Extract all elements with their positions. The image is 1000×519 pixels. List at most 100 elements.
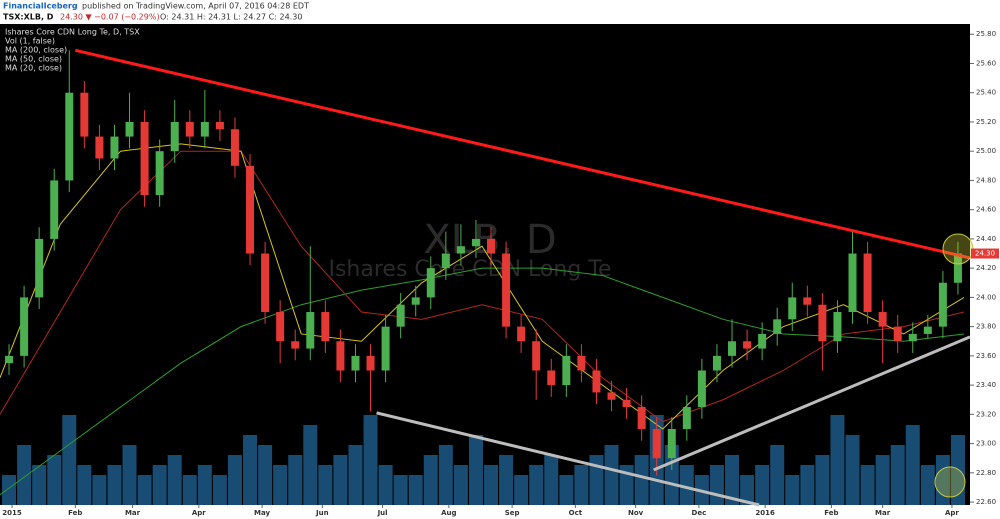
volume-bar: [499, 455, 514, 505]
candle-body: [848, 253, 857, 313]
candle-body: [456, 246, 465, 254]
highlight-circle: [942, 233, 974, 265]
volume-bar: [740, 475, 755, 505]
x-tick-label: Nov: [628, 509, 644, 517]
candle-body: [306, 312, 315, 349]
volume-bar: [152, 465, 167, 505]
candle-body: [65, 92, 74, 181]
x-tick-label: Apr: [192, 509, 206, 517]
volume-bar: [182, 475, 197, 505]
volume-bar: [920, 465, 935, 505]
y-tick-label: 23.40: [976, 381, 996, 389]
y-tick-label: 24.00: [976, 293, 996, 301]
candle-body: [230, 129, 239, 166]
volume-bar: [333, 455, 348, 505]
y-tick-label: 25.80: [976, 30, 996, 38]
legend-line: MA (200, close): [5, 46, 67, 55]
candle-body: [532, 341, 541, 371]
candle-body: [215, 121, 224, 130]
volume-bar: [212, 475, 227, 505]
candle-body: [276, 312, 285, 342]
candle-body: [652, 428, 661, 459]
y-tick-label: 24.40: [976, 235, 996, 243]
candle-body: [351, 355, 360, 371]
volume-bar: [47, 455, 62, 505]
volume-bar: [559, 475, 574, 505]
x-tick-label: 2016: [755, 509, 775, 517]
volume-bar: [875, 455, 890, 505]
y-tick-label: 25.00: [976, 147, 996, 155]
volume-bar: [679, 465, 694, 505]
y-tick-label: 23.00: [976, 440, 996, 448]
volume-bar: [62, 415, 77, 505]
candle-body: [908, 333, 917, 342]
y-tick-label: 25.60: [976, 59, 996, 67]
volume-bar: [423, 455, 438, 505]
ohlc: O: 24.31 H: 24.31 L: 24.27 C: 24.30: [160, 13, 302, 22]
quote: 24.30 ▼ −0.07 (−0.29%): [60, 13, 160, 22]
candle-body: [80, 92, 89, 137]
volume-bar: [348, 445, 363, 505]
candle-body: [938, 282, 947, 327]
candle-body: [637, 407, 646, 429]
volume-bar: [243, 435, 258, 505]
volume-bar: [77, 465, 92, 505]
candle-body: [95, 136, 104, 159]
x-tick-label: Mar: [875, 509, 891, 517]
y-tick-label: 23.80: [976, 323, 996, 331]
candle-body: [426, 268, 435, 298]
volume-bar: [800, 465, 815, 505]
candle-body: [773, 319, 782, 334]
x-tick-label: Apr: [945, 509, 959, 517]
candle-body: [607, 392, 616, 400]
candle-body: [411, 297, 420, 305]
volume-bar: [92, 475, 107, 505]
volume-bar: [2, 475, 17, 505]
volume-bar: [273, 465, 288, 505]
candle-body: [788, 297, 797, 320]
brand[interactable]: FinancialIceberg: [3, 2, 78, 11]
volume-bar: [574, 465, 589, 505]
candle-body: [893, 326, 902, 342]
candle-body: [185, 121, 194, 137]
candle-body: [592, 370, 601, 393]
candle-body: [712, 355, 721, 371]
y-tick-label: 24.20: [976, 264, 996, 272]
candle-body: [125, 121, 134, 137]
volume-bar: [303, 425, 318, 505]
x-tick-label: 2015: [2, 509, 22, 517]
x-tick-label: Feb: [824, 509, 838, 517]
candle-body: [140, 121, 149, 196]
candle-body: [110, 136, 119, 159]
volume-bar: [197, 465, 212, 505]
x-tick-label: May: [254, 509, 270, 517]
candle-body: [697, 370, 706, 408]
y-tick-label: 23.20: [976, 410, 996, 418]
candle-body: [923, 326, 932, 334]
x-tick-label: Aug: [441, 509, 456, 517]
volume-bar: [709, 465, 724, 505]
x-tick-label: Jul: [377, 509, 388, 517]
x-tick-label: Dec: [692, 509, 707, 517]
volume-bar: [363, 415, 378, 505]
x-tick-label: Oct: [569, 509, 583, 517]
candle-body: [291, 341, 300, 349]
volume-bar: [453, 465, 468, 505]
y-tick-label: 23.60: [976, 352, 996, 360]
candle-body: [155, 151, 164, 196]
candle-body: [758, 333, 767, 349]
volume-bar: [589, 455, 604, 505]
volume-bar: [288, 455, 303, 505]
candle-body: [517, 326, 526, 342]
volume-bar: [725, 455, 740, 505]
candle-body: [953, 253, 962, 283]
x-tick-label: Jun: [315, 509, 329, 517]
legend-line: Ishares Core CDN Long Te, D, TSX: [5, 28, 140, 37]
volume-bar: [167, 455, 182, 505]
y-tick-label: 22.80: [976, 469, 996, 477]
x-tick-label: Mar: [125, 509, 141, 517]
y-tick-label: 25.20: [976, 118, 996, 126]
candle-body: [246, 165, 255, 254]
y-tick-label: 24.80: [976, 176, 996, 184]
legend-line: Vol (1, false): [5, 37, 55, 46]
